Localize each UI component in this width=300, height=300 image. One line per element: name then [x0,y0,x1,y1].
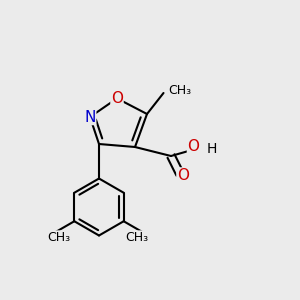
Text: O: O [188,139,200,154]
Text: CH₃: CH₃ [47,231,70,244]
Text: O: O [177,168,189,183]
Text: O: O [111,91,123,106]
Text: N: N [84,110,96,124]
Text: H: H [207,142,217,156]
Text: CH₃: CH₃ [168,83,191,97]
Text: CH₃: CH₃ [125,231,148,244]
